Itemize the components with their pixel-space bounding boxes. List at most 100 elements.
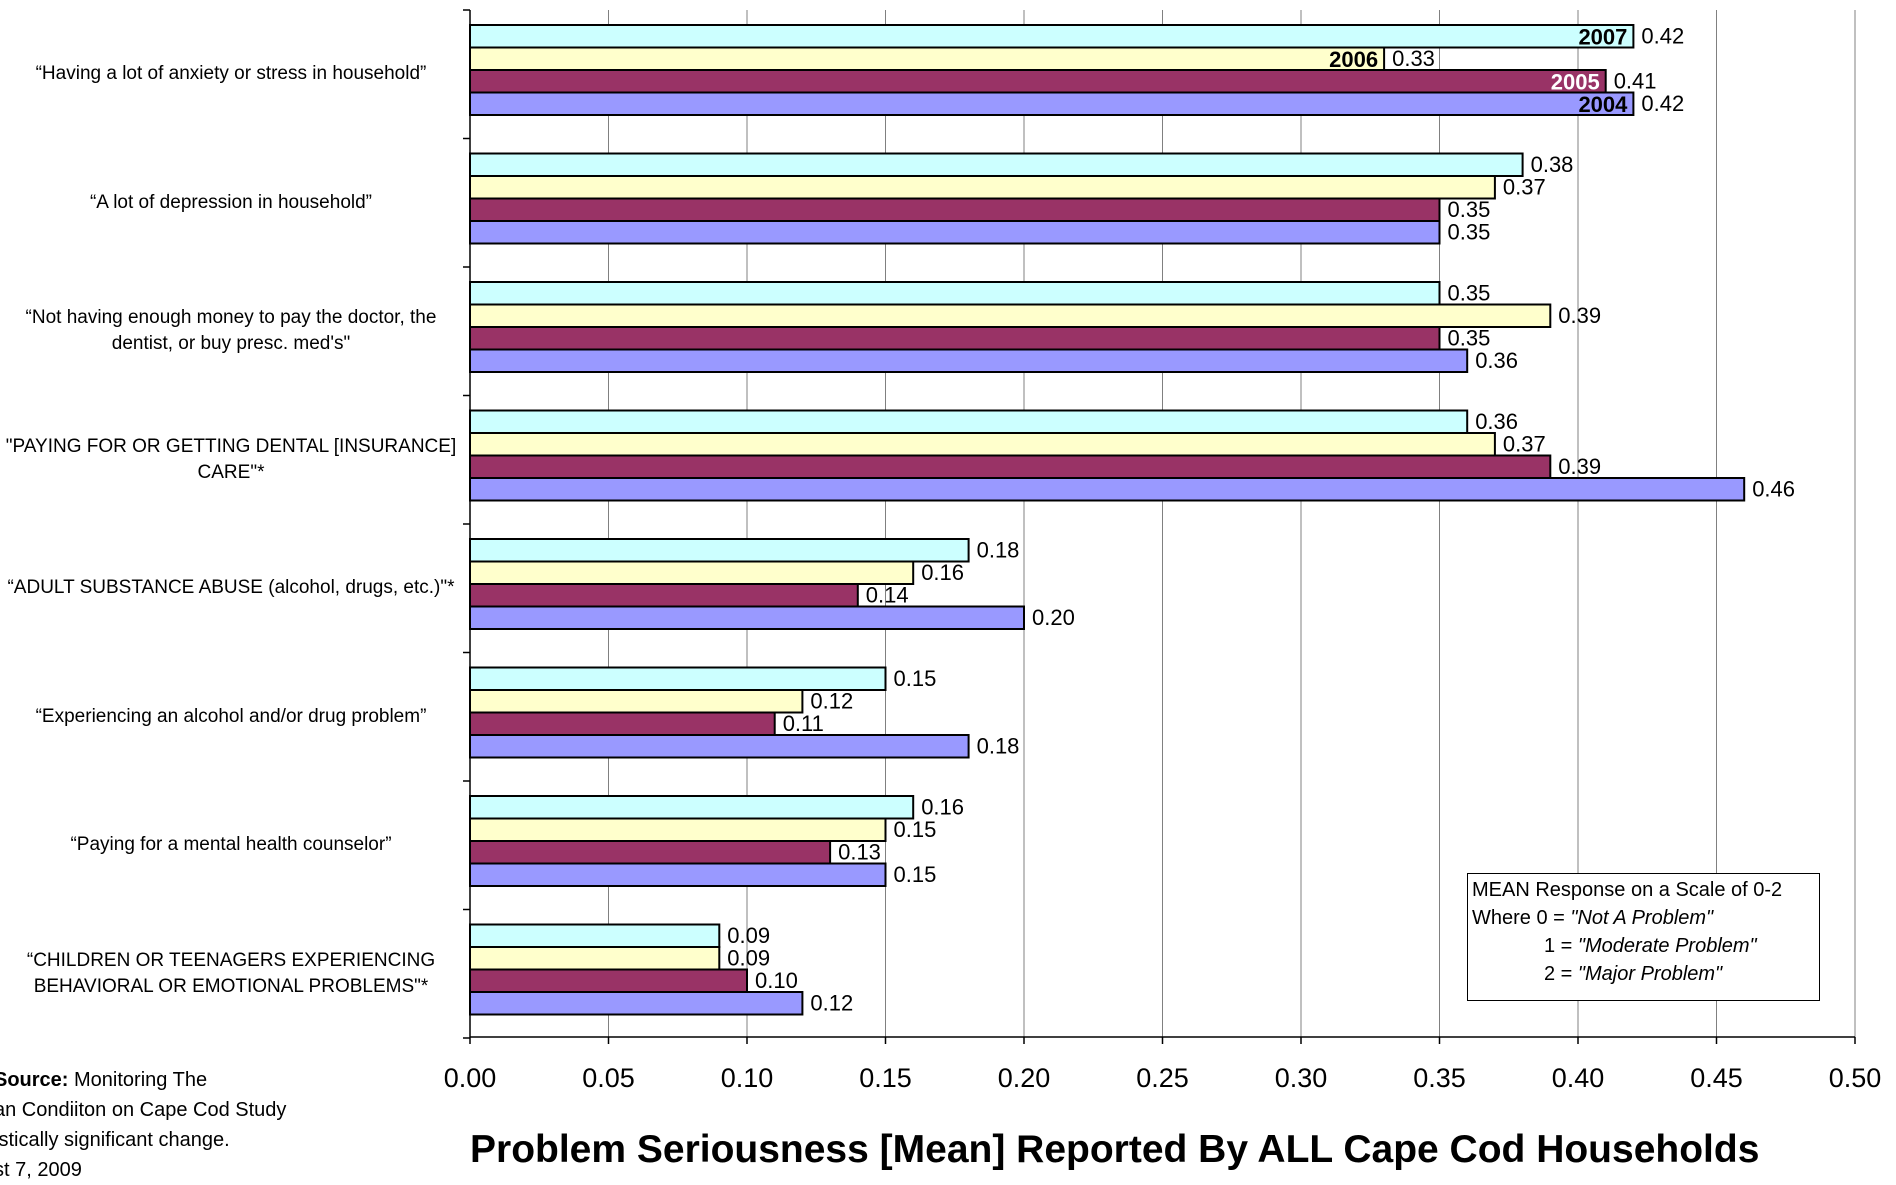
bar-2006-5 [469,560,915,585]
bar-2005-7 [469,840,832,865]
scale-line-1: MEAN Response on a Scale of 0-2 [1472,879,1783,901]
x-tick-label: 0.45 [1690,1063,1743,1093]
bar-value-label: 0.35 [1448,197,1491,222]
bar-value-label: 0.36 [1475,409,1518,434]
source-line-3: istically significant change. [0,1129,230,1151]
bar-value-label: 0.35 [1448,326,1491,351]
bar-value-label: 0.39 [1558,454,1601,479]
scale-line-4: 2 = "Major Problem" [1544,963,1723,985]
bar-2007-7 [469,795,915,820]
bar-value-label: 0.12 [810,991,853,1016]
bar-value-label: 0.15 [894,666,937,691]
bar-2006-4 [469,432,1496,457]
bar-2005-2 [469,197,1441,222]
bar-2006-7 [469,817,887,842]
scale-legend: MEAN Response on a Scale of 0-2 Where 0 … [1467,873,1820,1001]
category-label: “Paying for a mental health counselor” [70,834,392,856]
bar-value-label: 0.37 [1503,175,1546,200]
source-line-2: an Condiiton on Cape Cod Study [0,1099,287,1121]
bar-value-label: 0.15 [894,817,937,842]
bar-value-label: 0.16 [921,795,964,820]
category-label: "PAYING FOR OR GETTING DENTAL [INSURANCE… [5,435,457,483]
series-name-label: 2005 [1551,70,1600,95]
bars: 0.4220070.3320060.4120050.4220040.380.37… [469,24,1795,1016]
bar-value-label: 0.35 [1448,281,1491,306]
bar-2006-2 [469,175,1496,200]
x-tick-label: 0.15 [859,1063,912,1093]
bar-value-label: 0.13 [838,840,881,865]
bar-2007-2 [469,152,1524,177]
bar-2007-3 [469,281,1441,306]
x-tick-label: 0.50 [1829,1063,1882,1093]
bar-value-label: 0.18 [977,538,1020,563]
bar-value-label: 0.09 [727,923,770,948]
bar-2004-3 [469,348,1469,373]
bar-2007-4 [469,409,1469,434]
bar-2004-2 [469,220,1441,245]
bar-value-label: 0.15 [894,862,937,887]
bar-2005-6 [469,711,776,736]
source-line-4: st 7, 2009 [0,1159,82,1181]
bar-value-label: 0.36 [1475,348,1518,373]
bar-2007-5 [469,538,970,563]
bar-value-label: 0.18 [977,734,1020,759]
bar-value-label: 0.37 [1503,432,1546,457]
bar-2004-7 [469,862,887,887]
x-tick-label: 0.20 [998,1063,1051,1093]
bar-2007-6 [469,666,887,691]
bar-value-label: 0.35 [1448,220,1491,245]
bar-value-label: 0.39 [1558,303,1601,328]
scale-line-2: Where 0 = "Not A Problem" [1472,907,1714,929]
bar-2007-8 [469,923,721,948]
bar-value-label: 0.46 [1752,477,1795,502]
bar-2004-8 [469,991,804,1016]
category-label: “Experiencing an alcohol and/or drug pro… [35,705,427,727]
bar-value-label: 0.20 [1032,605,1075,630]
bar-2004-5 [469,605,1025,630]
bar-value-label: 0.10 [755,968,798,993]
bar-value-label: 0.41 [1614,69,1657,94]
series-name-label: 2007 [1578,25,1627,50]
bar-2005-5 [469,583,859,608]
bar-value-label: 0.42 [1641,24,1684,49]
series-name-label: 2004 [1578,92,1628,117]
x-tick-label: 0.30 [1275,1063,1328,1093]
bar-value-label: 0.11 [783,711,824,736]
bar-2007-1 [469,24,1635,49]
bar-2005-4 [469,454,1552,479]
bar-value-label: 0.14 [866,583,909,608]
bar-2004-6 [469,734,970,759]
bar-2005-8 [469,968,748,993]
scale-line-3: 1 = "Moderate Problem" [1544,935,1757,957]
bar-value-label: 0.38 [1531,152,1574,177]
source-line-1: Source: Monitoring The [0,1069,208,1091]
category-label: “ADULT SUBSTANCE ABUSE (alcohol, drugs, … [7,577,455,599]
x-tick-label: 0.40 [1552,1063,1605,1093]
bar-value-label: 0.12 [810,689,853,714]
series-name-label: 2006 [1329,47,1378,72]
x-tick-label: 0.25 [1136,1063,1189,1093]
category-label: “A lot of depression in household” [89,191,372,213]
bar-2006-3 [469,303,1552,328]
bar-value-label: 0.09 [727,946,770,971]
chart-title: Problem Seriousness [Mean] Reported By A… [470,1128,1760,1171]
bar-2004-1 [469,91,1635,116]
bar-value-label: 0.42 [1641,91,1684,116]
bar-2004-4 [469,477,1746,502]
x-tick-label: 0.00 [444,1063,497,1093]
category-label: “Not having enough money to pay the doct… [25,307,437,355]
bar-2005-3 [469,326,1441,351]
category-label: “Having a lot of anxiety or stress in ho… [35,63,427,85]
x-axis: 0.00 0.05 0.10 0.15 0.20 0.25 0.30 0.35 0.40 0.45… [444,9,1882,1093]
bar-2005-1 [469,69,1607,94]
bar-2006-8 [469,946,721,971]
category-label: “CHILDREN OR TEENAGERS EXPERIENCING BEHA… [26,949,436,997]
bar-value-label: 0.16 [921,560,964,585]
bar-2006-6 [469,689,804,714]
x-tick-label: 0.05 [582,1063,635,1093]
x-tick-label: 0.10 [721,1063,774,1093]
bar-value-label: 0.33 [1392,46,1435,71]
x-tick-label: 0.35 [1413,1063,1466,1093]
bar-2006-1 [469,46,1386,71]
